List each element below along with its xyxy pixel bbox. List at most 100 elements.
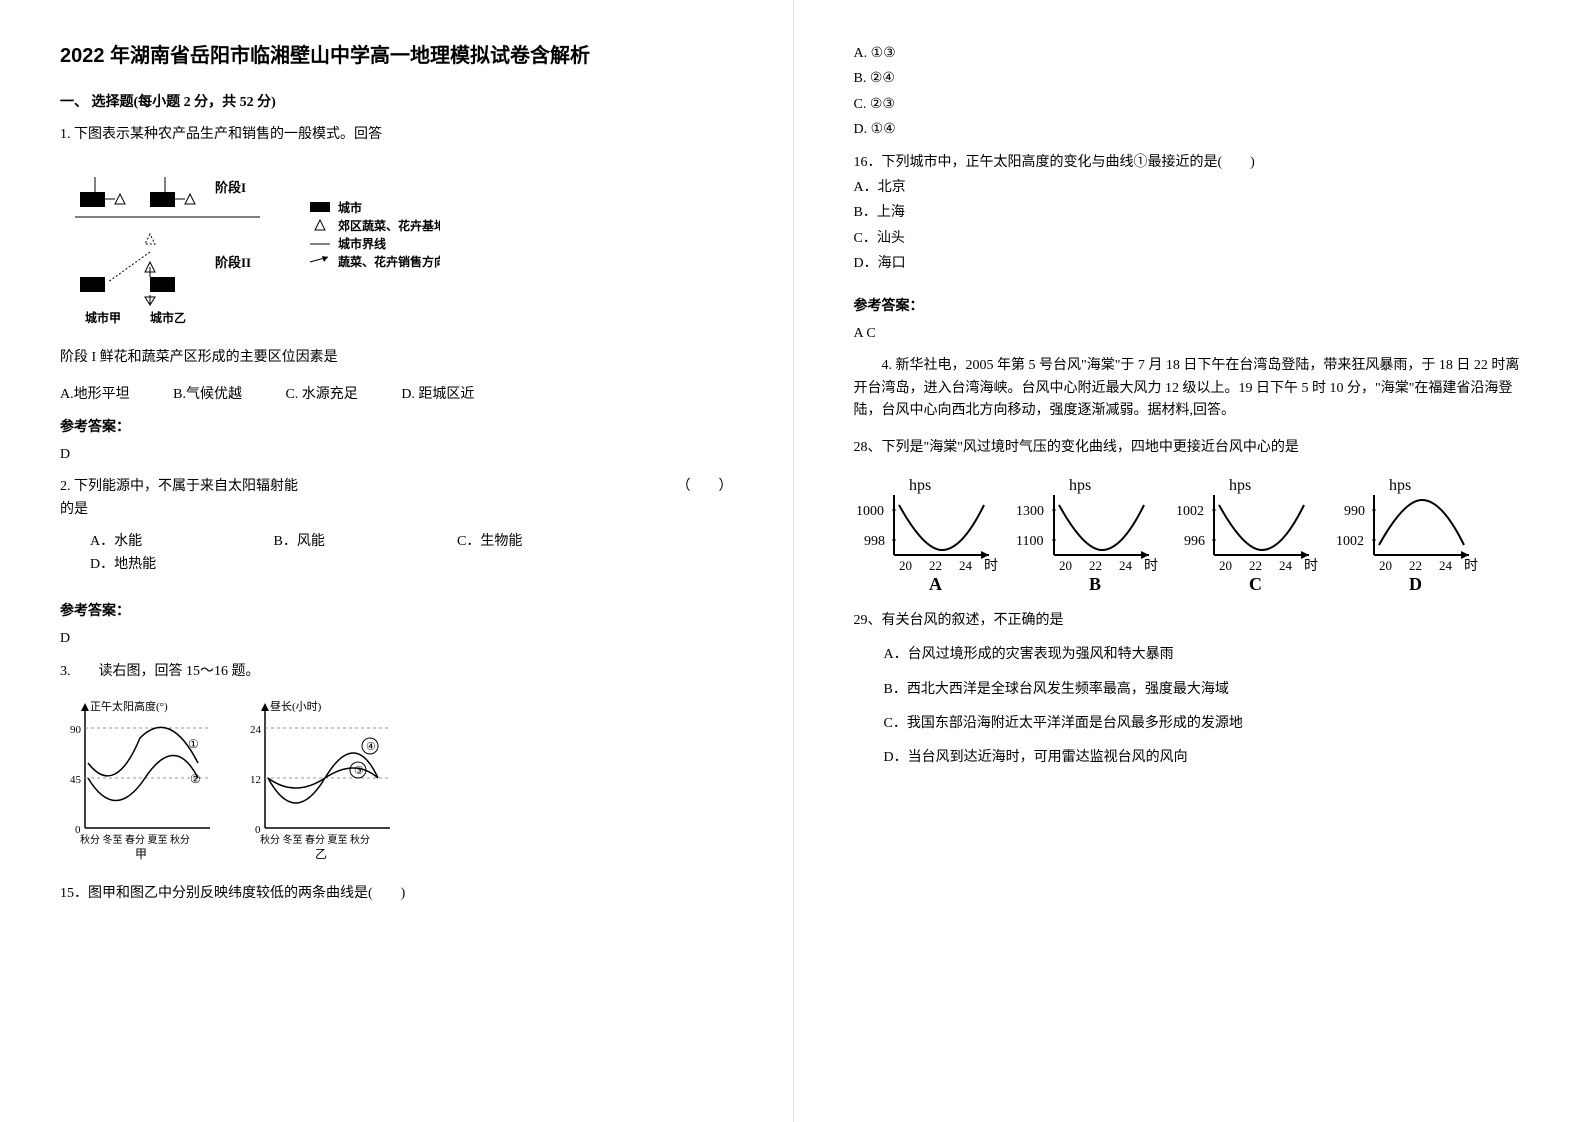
hps-D: hps	[1389, 477, 1411, 494]
svg-text:20: 20	[1059, 558, 1072, 573]
q16-A: A．北京	[854, 177, 1528, 199]
q15-B: B. ②④	[854, 68, 1528, 90]
q1-optA: A.地形平坦	[60, 387, 130, 402]
q2-blank: （ ）	[677, 476, 733, 521]
question-3: 3. 读右图，回答 15～16 题。 正午太阳高度(°) 90 45 0 ① ②…	[60, 661, 733, 906]
legend3: 城市界线	[338, 236, 386, 251]
q16-stem: 16．下列城市中，正午太阳高度的变化与曲线①最接近的是( )	[854, 152, 1528, 174]
q4-context: 4. 新华社电，2005 年第 5 号台风"海棠"于 7 月 18 日下午在台湾…	[854, 355, 1528, 422]
exam-title: 2022 年湖南省岳阳市临湘壁山中学高一地理模拟试卷含解析	[60, 40, 733, 72]
svg-text:1300: 1300	[1016, 504, 1044, 519]
q3-charts: 正午太阳高度(°) 90 45 0 ① ② 秋分 冬至 春分 夏至 秋分 甲	[60, 698, 733, 868]
svg-text:12: 12	[250, 774, 261, 786]
q28-D-label: D	[1409, 574, 1422, 594]
q1-optB: B.气候优越	[173, 387, 242, 402]
q1-after: 阶段 I 鲜花和蔬菜产区形成的主要区位因素是	[60, 347, 733, 369]
q29-options: A．台风过境形成的灾害表现为强风和特大暴雨 B．西北大西洋是全球台风发生频率最高…	[884, 644, 1528, 770]
svg-text:22: 22	[1249, 558, 1262, 573]
svg-text:时: 时	[1464, 558, 1478, 574]
q1-answer-label: 参考答案：	[60, 417, 733, 439]
q16-B: B．上海	[854, 202, 1528, 224]
q29-stem: 29、有关台风的叙述，不正确的是	[854, 610, 1528, 632]
q2-answer-label: 参考答案：	[60, 601, 733, 623]
q15-options: A. ①③ B. ②④ C. ②③ D. ①④	[854, 43, 1528, 142]
q29-B: B．西北大西洋是全球台风发生频率最高，强度最大海域	[884, 679, 1528, 701]
q28-chart-A: hps 1000 998 20 22 24 时 A	[854, 475, 1004, 595]
hps-A: hps	[909, 477, 931, 494]
q2-optB: B．风能	[274, 531, 414, 553]
chart1-ylabel: 正午太阳高度(°)	[90, 699, 168, 713]
svg-text:90: 90	[70, 724, 82, 736]
svg-text:20: 20	[1379, 558, 1392, 573]
chart2-ylabel: 昼长(小时)	[270, 700, 322, 713]
q29-D: D．当台风到达近海时，可用雷达监视台风的风向	[884, 747, 1528, 769]
chart2-sub: 乙	[315, 847, 327, 861]
svg-text:24: 24	[1119, 558, 1133, 573]
svg-text:24: 24	[250, 724, 262, 736]
q1-chart: 阶段I 阶段II 城市甲 城市乙	[60, 162, 733, 332]
right-column: A. ①③ B. ②④ C. ②③ D. ①④ 16．下列城市中，正午太阳高度的…	[794, 0, 1587, 1122]
svg-text:1100: 1100	[1016, 534, 1043, 549]
q2-options: A．水能 B．风能 C．生物能 D．地热能	[90, 531, 733, 576]
q1-options: A.地形平坦 B.气候优越 C. 水源充足 D. 距城区近	[60, 384, 733, 406]
q29-A: A．台风过境形成的灾害表现为强风和特大暴雨	[884, 644, 1528, 666]
svg-text:秋分 冬至 春分 夏至 秋分: 秋分 冬至 春分 夏至 秋分	[260, 833, 370, 846]
q15-C: C. ②③	[854, 94, 1528, 116]
chart-yi: 昼长(小时) 24 12 0 ④ ③ 秋分 冬至 春分 夏至 秋分 乙	[240, 698, 400, 868]
svg-text:24: 24	[1439, 558, 1453, 573]
q28-C-label: C	[1249, 574, 1262, 594]
q15-stem: 15．图甲和图乙中分别反映纬度较低的两条曲线是( )	[60, 883, 733, 905]
svg-text:22: 22	[1409, 558, 1422, 573]
svg-text:时: 时	[984, 558, 998, 574]
q1-answer: D	[60, 444, 733, 466]
question-16: 16．下列城市中，正午太阳高度的变化与曲线①最接近的是( ) A．北京 B．上海…	[854, 152, 1528, 276]
q1-optC: C. 水源充足	[285, 387, 357, 402]
svg-text:24: 24	[959, 558, 973, 573]
q15-A: A. ①③	[854, 43, 1528, 65]
svg-text:1002: 1002	[1336, 534, 1364, 549]
q2-optA: A．水能	[90, 531, 230, 553]
q16-options: A．北京 B．上海 C．汕头 D．海口	[854, 177, 1528, 276]
svg-text:②: ②	[190, 772, 201, 786]
cityA-label: 城市甲	[85, 310, 121, 325]
q1-optD: D. 距城区近	[401, 387, 474, 402]
legend1: 城市	[338, 200, 362, 215]
q15-D: D. ①④	[854, 119, 1528, 141]
svg-text:秋分 冬至 春分 夏至 秋分: 秋分 冬至 春分 夏至 秋分	[80, 833, 190, 846]
q2-optC: C．生物能	[457, 531, 597, 553]
stage2-label: 阶段II	[215, 255, 251, 270]
svg-text:1000: 1000	[856, 504, 884, 519]
svg-text:22: 22	[929, 558, 942, 573]
hps-C: hps	[1229, 477, 1251, 494]
svg-text:时: 时	[1144, 558, 1158, 574]
q3-stem: 3. 读右图，回答 15～16 题。	[60, 661, 733, 683]
svg-text:①: ①	[188, 737, 199, 751]
q2-answer: D	[60, 628, 733, 650]
svg-text:996: 996	[1184, 534, 1205, 549]
q28-chart-B: hps 1300 1100 20 22 24 时 B	[1014, 475, 1164, 595]
svg-text:998: 998	[864, 534, 885, 549]
q28-stem: 28、下列是"海棠"风过境时气压的变化曲线，四地中更接近台风中心的是	[854, 437, 1528, 459]
question-1: 1. 下图表示某种农产品生产和销售的一般模式。回答 阶段I	[60, 124, 733, 466]
q28-charts: hps 1000 998 20 22 24 时 A hps	[854, 475, 1528, 595]
svg-text:990: 990	[1344, 504, 1365, 519]
svg-text:20: 20	[899, 558, 912, 573]
svg-text:24: 24	[1279, 558, 1293, 573]
chart-jia: 正午太阳高度(°) 90 45 0 ① ② 秋分 冬至 春分 夏至 秋分 甲	[60, 698, 220, 868]
stage1-label: 阶段I	[215, 180, 246, 195]
q1516-answer-label: 参考答案：	[854, 296, 1528, 318]
svg-text:④: ④	[366, 741, 376, 753]
question-2: 2. 下列能源中，不属于来自太阳辐射能的是 （ ） A．水能 B．风能 C．生物…	[60, 476, 733, 650]
question-28: 28、下列是"海棠"风过境时气压的变化曲线，四地中更接近台风中心的是 hps 1…	[854, 437, 1528, 594]
q1516-answer: A C	[854, 323, 1528, 345]
q28-chart-C: hps 1002 996 20 22 24 时 C	[1174, 475, 1324, 595]
legend4: 蔬菜、花卉销售方向	[338, 254, 440, 269]
svg-text:③: ③	[354, 765, 364, 777]
q1-stem: 1. 下图表示某种农产品生产和销售的一般模式。回答	[60, 124, 733, 146]
svg-text:20: 20	[1219, 558, 1232, 573]
q16-D: D．海口	[854, 253, 1528, 275]
q29-C: C．我国东部沿海附近太平洋洋面是台风最多形成的发源地	[884, 713, 1528, 735]
cityB-label: 城市乙	[150, 310, 186, 325]
q28-A-label: A	[929, 574, 942, 594]
chart1-sub: 甲	[135, 847, 147, 861]
